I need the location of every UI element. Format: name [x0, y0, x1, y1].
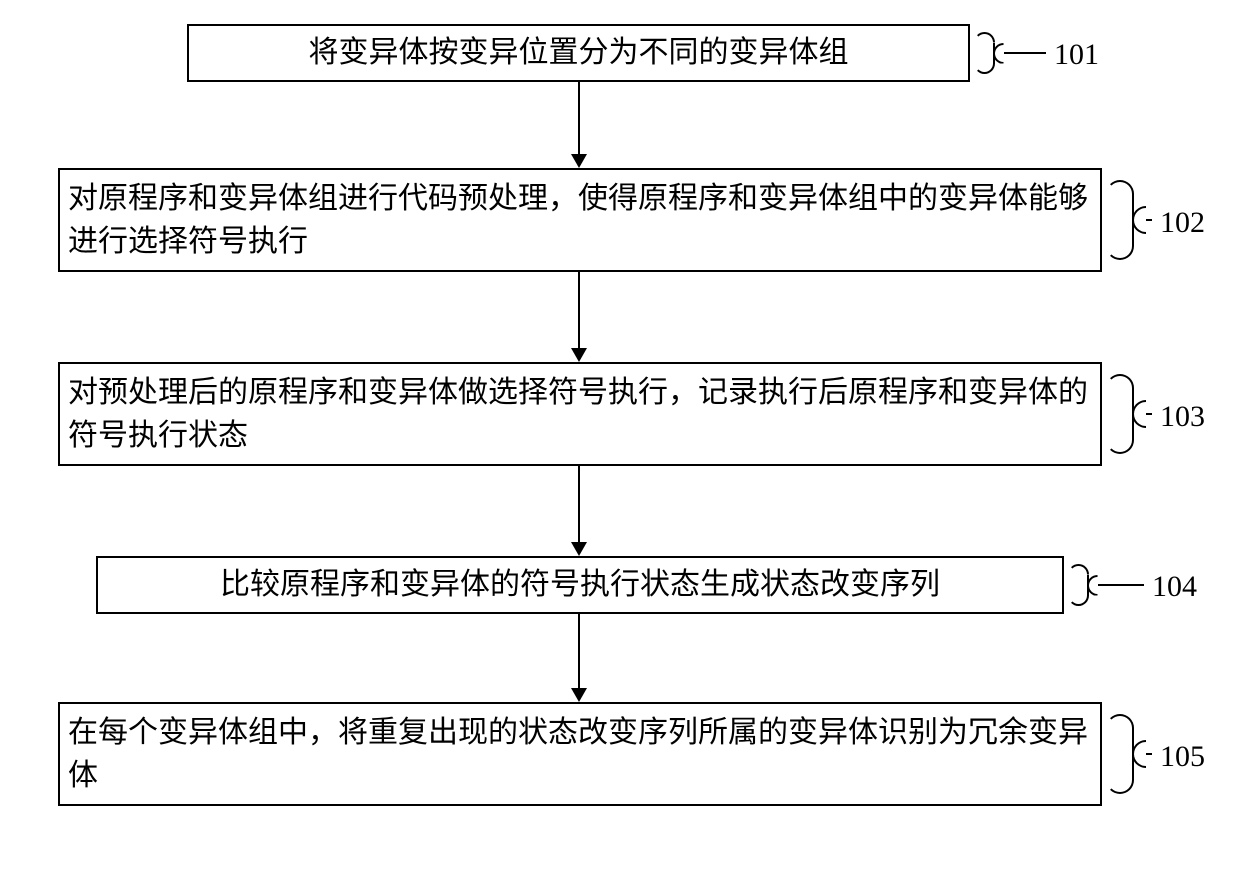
step-bracket — [1106, 180, 1152, 260]
flow-node-n1: 将变异体按变异位置分为不同的变异体组 — [187, 24, 970, 82]
step-label: 102 — [1160, 206, 1205, 240]
step-label: 104 — [1152, 570, 1197, 604]
step-bracket — [1068, 564, 1144, 606]
flow-node-n2: 对原程序和变异体组进行代码预处理，使得原程序和变异体组中的变异体能够进行选择符号… — [58, 168, 1102, 272]
step-bracket — [974, 32, 1046, 74]
step-bracket — [1106, 714, 1152, 794]
step-label: 103 — [1160, 400, 1205, 434]
flow-arrow — [571, 466, 587, 556]
flow-node-n5: 在每个变异体组中，将重复出现的状态改变序列所属的变异体识别为冗余变异体 — [58, 702, 1102, 806]
flow-node-text: 将变异体按变异位置分为不同的变异体组 — [301, 31, 857, 75]
flowchart-canvas: 将变异体按变异位置分为不同的变异体组 101 对原程序和变异体组进行代码预处理，使得… — [0, 0, 1239, 872]
flow-arrow — [571, 614, 587, 702]
flow-arrow — [571, 272, 587, 362]
flow-node-text: 比较原程序和变异体的符号执行状态生成状态改变序列 — [212, 563, 948, 607]
flow-node-text: 对原程序和变异体组进行代码预处理，使得原程序和变异体组中的变异体能够进行选择符号… — [60, 177, 1100, 264]
step-bracket — [1106, 374, 1152, 454]
flow-arrow — [571, 82, 587, 168]
flow-node-n4: 比较原程序和变异体的符号执行状态生成状态改变序列 — [96, 556, 1064, 614]
flow-node-text: 对预处理后的原程序和变异体做选择符号执行，记录执行后原程序和变异体的符号执行状态 — [60, 371, 1100, 458]
step-label: 105 — [1160, 740, 1205, 774]
flow-node-text: 在每个变异体组中，将重复出现的状态改变序列所属的变异体识别为冗余变异体 — [60, 711, 1100, 798]
flow-node-n3: 对预处理后的原程序和变异体做选择符号执行，记录执行后原程序和变异体的符号执行状态 — [58, 362, 1102, 466]
step-label: 101 — [1054, 38, 1099, 72]
